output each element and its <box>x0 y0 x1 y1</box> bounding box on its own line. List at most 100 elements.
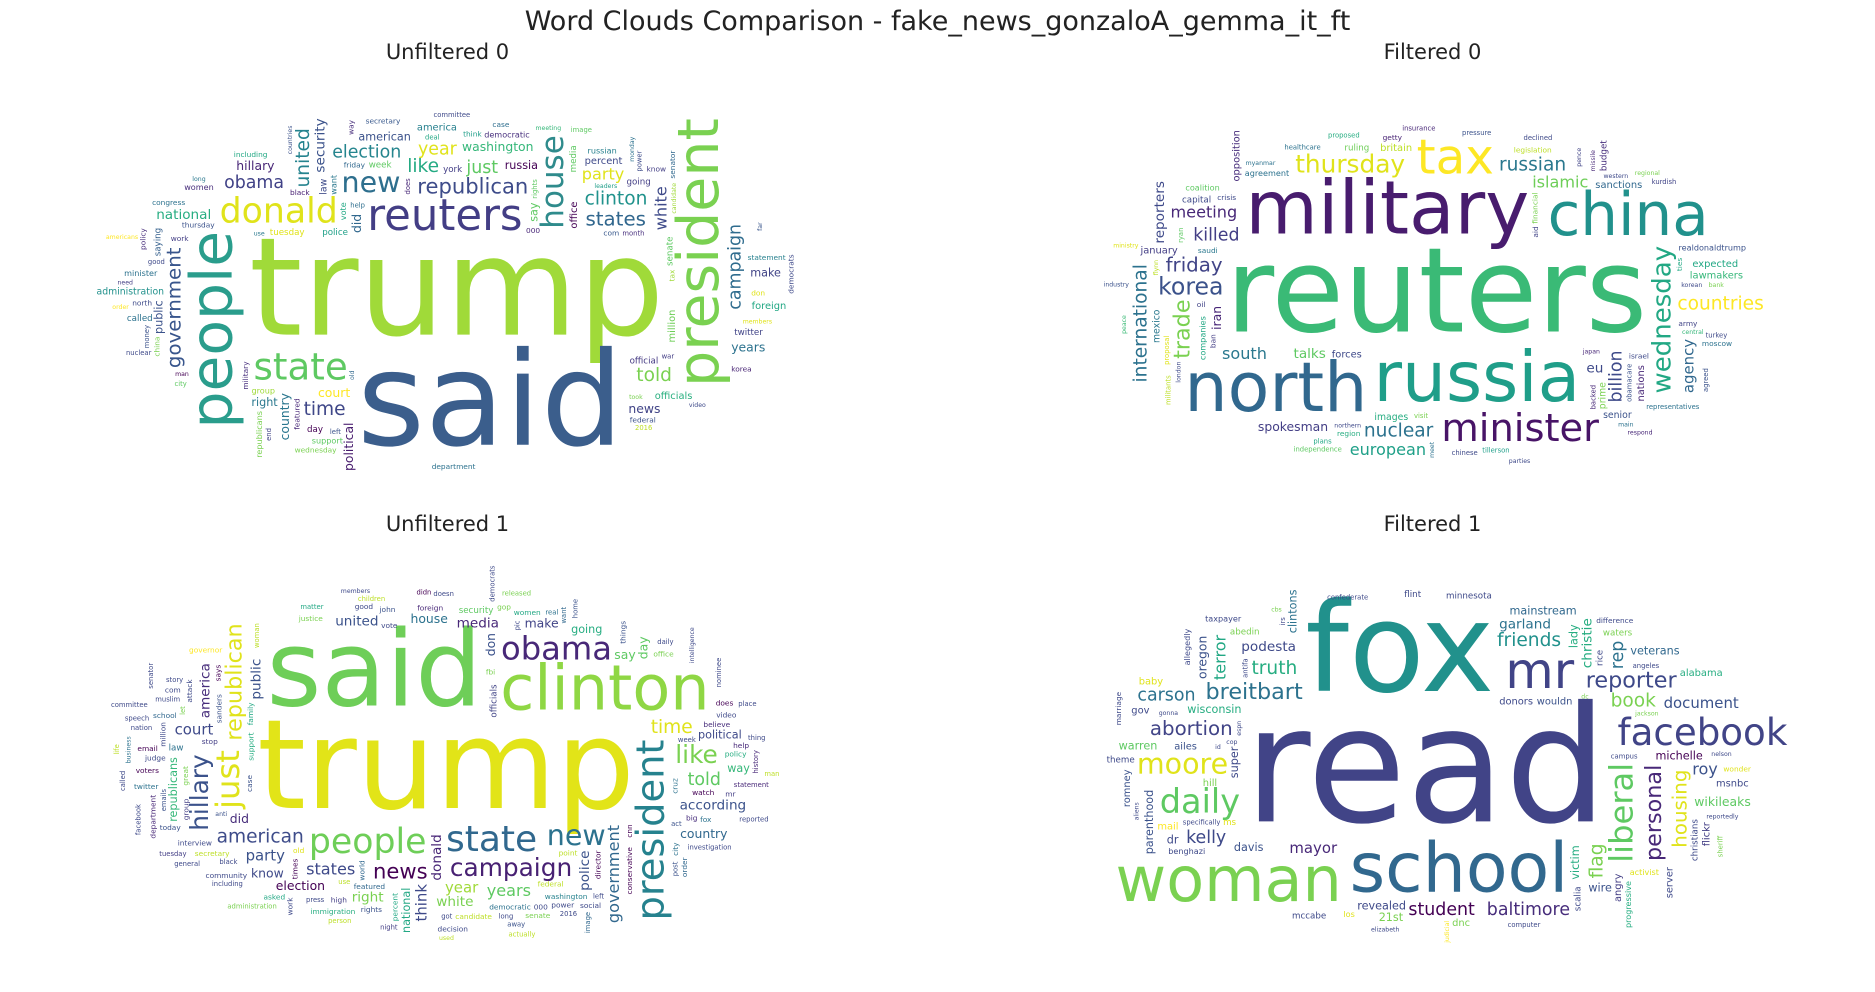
cloud-word: think <box>463 130 482 139</box>
cloud-word: japan <box>1582 349 1600 356</box>
cloud-word: money <box>143 325 151 348</box>
cloud-word: central <box>1682 329 1704 336</box>
cloud-word: did <box>349 214 364 233</box>
cloud-word: foreign <box>752 301 787 312</box>
cloud-word: far <box>757 222 764 231</box>
cloud-word: doesn <box>433 590 454 598</box>
cloud-word: friday <box>344 161 366 170</box>
cloud-word: federal <box>630 416 656 425</box>
cloud-word: michelle <box>1656 749 1703 762</box>
cloud-word: called <box>127 314 153 324</box>
cloud-word: order <box>680 856 689 877</box>
cloud-word: london <box>1176 362 1183 383</box>
cloud-word: conservative <box>625 847 634 895</box>
cloud-word: parties <box>1509 458 1530 465</box>
cloud-word: real <box>545 609 558 617</box>
cloud-word: make <box>750 267 781 280</box>
cloud-word: flint <box>1404 590 1421 600</box>
cloud-word: don <box>751 288 765 297</box>
cloud-word: scalia <box>1573 886 1583 911</box>
cloud-word: does <box>404 178 412 195</box>
cloud-word: military <box>241 361 250 390</box>
cloud-word: say <box>614 647 635 662</box>
cloud-word: administration <box>227 903 276 911</box>
cloud-word: united <box>293 128 314 187</box>
cloud-word: saying <box>154 228 164 256</box>
cloud-word: like <box>675 740 718 769</box>
cloud-word: democratic <box>489 902 531 911</box>
cloud-word: foreign <box>417 603 443 612</box>
cloud-word: oil <box>1197 300 1206 309</box>
cloud-word: kurdish <box>1652 178 1677 186</box>
cloud-word: taxpayer <box>1205 614 1242 624</box>
cloud-word: baby <box>1139 677 1164 688</box>
cloud-word: opposition <box>1232 130 1243 181</box>
cloud-word: post <box>672 861 680 876</box>
cloud-word: coalition <box>1185 182 1219 192</box>
cloud-word: capital <box>1182 196 1211 206</box>
cloud-word: legislation <box>1514 145 1552 154</box>
cloud-word: white <box>436 894 473 910</box>
cloud-word: allegedly <box>1182 628 1192 665</box>
cloud-word: years <box>487 881 531 900</box>
cloud-word: senior <box>1603 410 1632 421</box>
cloud-word: vote <box>381 621 398 630</box>
cloud-word: americans <box>106 234 138 241</box>
cloud-word: wednesday <box>295 446 338 455</box>
cloud-word: nominee <box>715 658 723 688</box>
cloud-word: didn <box>417 589 432 597</box>
cloud-word: bank <box>1709 282 1725 289</box>
cloud-word: campus <box>1611 753 1638 761</box>
cloud-word: server <box>1664 866 1675 898</box>
cloud-word: christians <box>1691 819 1701 861</box>
cloud-word: proposal <box>1163 336 1171 365</box>
cloud-word: garland <box>1499 617 1551 633</box>
cloud-word: donald <box>220 192 338 232</box>
cloud-word: campaign <box>726 224 746 310</box>
cloud-word: student <box>1408 900 1475 920</box>
cloud-word: new <box>547 819 606 852</box>
cloud-word: getty <box>1383 133 1403 142</box>
cloud-word: going <box>571 623 602 636</box>
cloud-word: good <box>355 602 374 611</box>
cloud-word: security <box>313 118 329 172</box>
cloud-word: justice <box>298 614 324 623</box>
panel-title: Unfiltered 1 <box>385 512 510 536</box>
cloud-word: left <box>330 428 341 436</box>
cloud-word: business <box>125 736 132 763</box>
cloud-word: court <box>175 721 214 739</box>
cloud-word: trade <box>1169 299 1195 358</box>
cloud-word: took <box>629 394 643 401</box>
cloud-word: secretary <box>366 116 401 125</box>
cloud-word: senate <box>525 911 551 920</box>
cloud-word: department <box>149 795 158 839</box>
cloud-word: romney <box>1122 769 1133 807</box>
cloud-word: korean <box>1681 282 1702 289</box>
cloud-word: family <box>246 702 255 725</box>
cloud-word: american <box>358 130 410 143</box>
cloud-word: women <box>514 608 541 617</box>
cloud-word: aliens <box>1134 802 1141 820</box>
cloud-word: actually <box>509 931 536 939</box>
cloud-word: sanctions <box>1595 180 1642 191</box>
cloud-word: united <box>335 613 378 629</box>
cloud-word: does <box>716 698 734 707</box>
cloud-word: committee <box>434 111 471 119</box>
cloud-word: reporter <box>1586 668 1678 694</box>
cloud-word: big <box>686 814 698 823</box>
cloud-word: fox <box>1305 577 1494 721</box>
cloud-word: official <box>630 356 659 366</box>
cloud-word: islamic <box>1532 172 1588 191</box>
cloud-word: waters <box>1603 629 1633 639</box>
cloud-word: john <box>379 605 396 614</box>
cloud-word: said <box>267 607 483 730</box>
cloud-word: gonna <box>1159 710 1179 717</box>
cloud-word: help <box>733 741 749 750</box>
cloud-word: asked <box>264 892 286 901</box>
cloud-word: state <box>254 344 348 388</box>
cloud-word: police <box>322 228 348 238</box>
cloud-word: friends <box>1497 630 1561 651</box>
cloud-word: got <box>441 913 452 921</box>
